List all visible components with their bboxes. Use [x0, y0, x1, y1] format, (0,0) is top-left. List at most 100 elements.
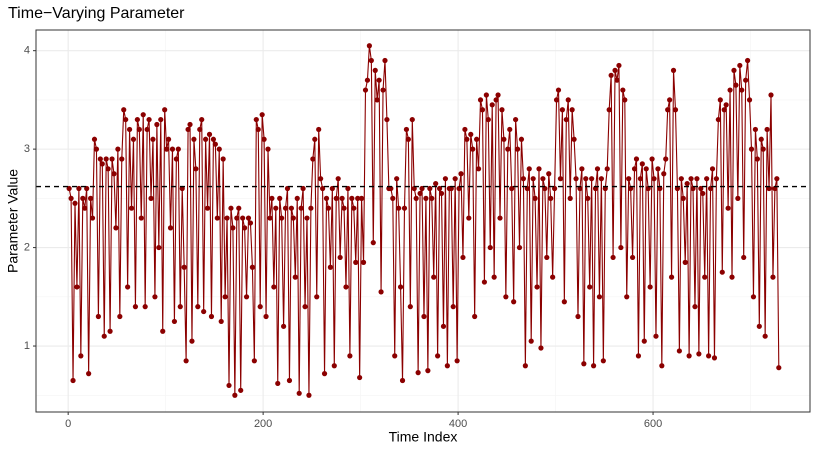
data-point [423, 195, 429, 201]
data-point [255, 126, 261, 133]
data-point [435, 353, 441, 359]
data-point [526, 166, 532, 172]
data-point [682, 259, 688, 265]
data-point [764, 126, 770, 133]
data-point [181, 264, 187, 270]
data-point [587, 284, 593, 290]
data-point [676, 348, 682, 354]
data-point [499, 107, 505, 113]
data-point [397, 284, 404, 290]
data-point [204, 205, 211, 211]
data-point [653, 333, 659, 339]
data-point [472, 313, 478, 320]
data-point [684, 180, 690, 187]
data-point [421, 313, 427, 320]
data-point [214, 215, 220, 221]
data-point [154, 121, 160, 128]
data-point [72, 200, 78, 206]
data-point [156, 244, 162, 251]
data-point [378, 289, 384, 295]
data-point [743, 77, 749, 83]
data-point [454, 358, 460, 364]
data-point [349, 195, 355, 201]
data-point [466, 215, 472, 221]
data-point [772, 185, 778, 192]
data-point [639, 161, 645, 167]
data-point [503, 294, 509, 300]
data-point [160, 328, 166, 334]
data-point [277, 195, 283, 201]
data-point [768, 92, 774, 98]
data-point [536, 166, 542, 172]
data-point [362, 87, 369, 93]
data-point [444, 363, 450, 369]
data-point [218, 318, 224, 325]
data-point [76, 185, 82, 192]
data-point [300, 185, 306, 192]
data-point [70, 377, 76, 384]
data-point [622, 97, 628, 103]
data-point [604, 166, 610, 172]
data-point [271, 284, 277, 290]
data-point [745, 57, 751, 64]
y-tick-label: 4 [24, 45, 30, 57]
data-point [438, 190, 445, 197]
data-point [80, 195, 86, 201]
data-point [368, 57, 374, 64]
data-point [752, 126, 759, 133]
data-point [704, 176, 710, 182]
data-point [388, 185, 394, 192]
data-point [335, 176, 341, 182]
data-point [138, 215, 144, 221]
data-point [210, 136, 217, 142]
data-point [238, 387, 244, 393]
data-point [142, 304, 148, 310]
data-point [706, 353, 712, 359]
data-point [331, 363, 337, 369]
data-point [659, 363, 665, 369]
data-point [148, 195, 154, 201]
data-point [610, 254, 616, 261]
data-point [109, 156, 115, 162]
data-point [206, 131, 213, 137]
data-point [733, 82, 739, 88]
data-point [665, 107, 671, 113]
data-point [364, 77, 371, 83]
data-point [495, 92, 501, 98]
data-point [528, 338, 534, 344]
data-point [208, 313, 215, 320]
data-point [721, 107, 727, 113]
data-point [715, 116, 721, 123]
data-point [741, 254, 747, 261]
data-point [624, 294, 630, 300]
data-point [692, 304, 698, 310]
data-point [655, 166, 661, 172]
data-point [95, 313, 101, 320]
data-point [694, 176, 700, 182]
x-tick-label: 600 [644, 418, 662, 430]
data-point [372, 67, 378, 73]
data-point [581, 361, 587, 367]
data-point [158, 116, 164, 123]
data-point [429, 195, 435, 201]
data-point [760, 146, 766, 152]
data-point [690, 185, 696, 192]
data-point [323, 195, 330, 201]
data-point [269, 195, 275, 201]
data-point [458, 171, 464, 177]
panel-border [35, 29, 811, 413]
data-point [68, 195, 74, 201]
data-point [628, 185, 634, 192]
data-point [672, 107, 679, 113]
data-point [339, 195, 345, 201]
data-point [553, 97, 560, 103]
data-point [132, 304, 139, 310]
data-point [399, 377, 406, 384]
data-point [251, 358, 257, 364]
data-point [534, 284, 540, 290]
data-point [524, 185, 530, 192]
data-point [596, 294, 603, 300]
data-point [409, 116, 415, 123]
data-point [442, 176, 449, 182]
data-point [565, 97, 571, 103]
